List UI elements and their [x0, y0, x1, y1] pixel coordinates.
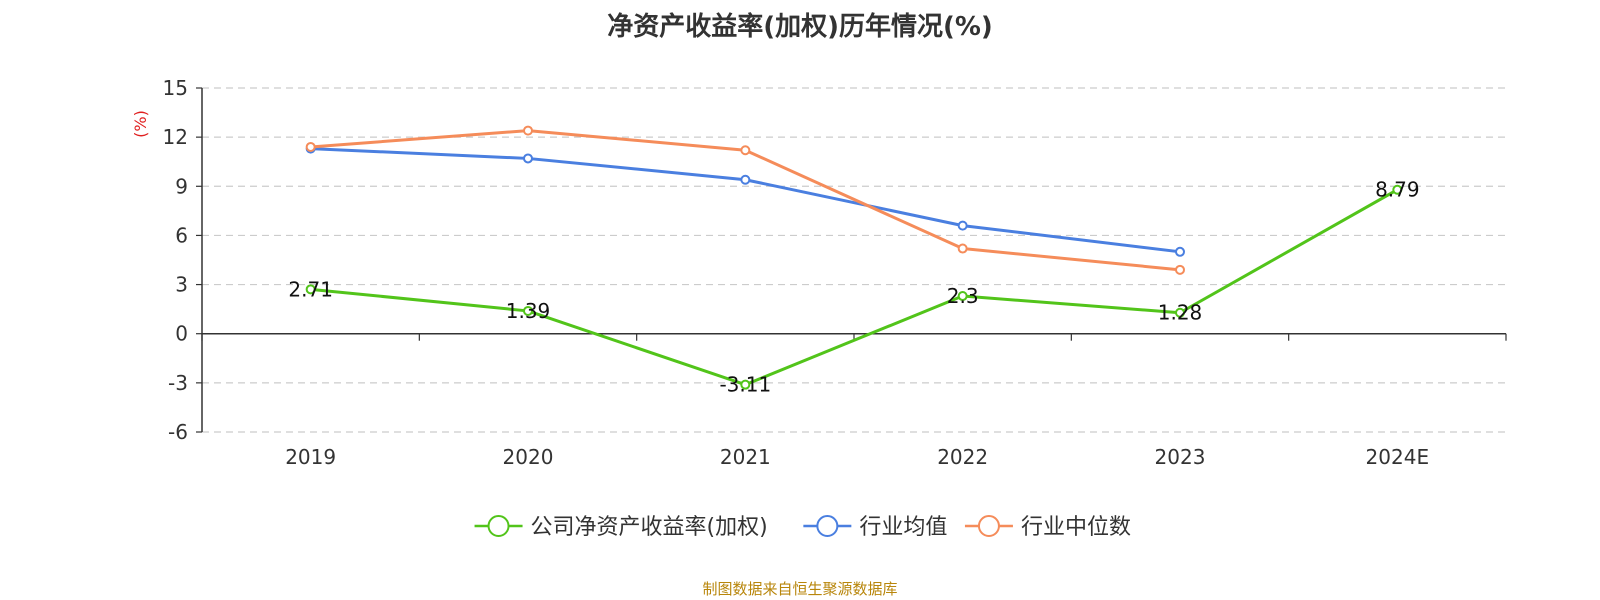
y-tick-label: 0 — [175, 322, 188, 346]
legend-label: 行业中位数 — [1021, 515, 1131, 540]
legend-marker — [487, 515, 510, 537]
data-point — [957, 220, 968, 231]
data-point — [1392, 184, 1403, 195]
y-tick-label: 15 — [163, 76, 188, 100]
data-label: 8.79 — [1375, 178, 1420, 202]
y-tick-label: 3 — [175, 273, 188, 297]
data-point — [957, 243, 968, 254]
data-point — [305, 141, 316, 152]
legend-label: 行业均值 — [859, 515, 947, 540]
x-tick-label: 2021 — [720, 445, 771, 469]
x-tick-label: 2024E — [1366, 445, 1430, 469]
legend-label: 公司净资产收益率(加权) — [531, 515, 768, 540]
series-line — [310, 147, 1181, 254]
y-tick-label: -3 — [168, 371, 188, 395]
data-point — [740, 379, 751, 390]
series-line — [310, 188, 1399, 387]
data-label: 2.3 — [947, 284, 979, 308]
y-tick-label: 9 — [175, 174, 188, 198]
data-point — [523, 305, 533, 316]
x-tick-label: 2023 — [1155, 445, 1206, 469]
x-tick-label: 2019 — [285, 445, 336, 469]
legend-item[interactable]: 公司净资产收益率(加权) — [474, 515, 768, 540]
data-point — [1175, 264, 1185, 275]
data-label: 1.39 — [506, 299, 551, 323]
data-point — [740, 145, 751, 156]
data-point — [1175, 307, 1185, 318]
data-label: -3.11 — [719, 373, 771, 397]
data-labels: 2.71 1.39 -3.11 2.3 1.28 8.79 — [288, 178, 1419, 397]
legend-marker — [977, 515, 1000, 537]
data-point — [305, 284, 316, 295]
data-point — [957, 291, 968, 302]
legend-item[interactable]: 行业均值 — [803, 515, 947, 540]
x-tick-label: 2020 — [503, 445, 554, 469]
data-label: 2.71 — [288, 277, 333, 301]
data-label: 1.28 — [1158, 301, 1203, 325]
axes: 15 12 9 6 3 0 -3 -6 2019 2020 2021 2022 2023 2024E (%) — [131, 76, 1507, 469]
data-point — [1175, 246, 1185, 257]
data-point — [523, 153, 533, 164]
y-tick-label: 12 — [163, 125, 188, 149]
y-axis-label: (%) — [131, 110, 150, 138]
legend: 公司净资产收益率(加权) 行业均值 行业中位数 — [474, 515, 1131, 540]
series-lines — [305, 125, 1403, 390]
y-tick-label: -6 — [168, 420, 188, 444]
data-point — [740, 174, 751, 185]
chart-title: 净资产收益率(加权)历年情况(%) — [607, 12, 993, 42]
data-source-note: 制图数据来自恒生聚源数据库 — [702, 580, 898, 598]
grid-lines — [202, 87, 1506, 433]
legend-marker — [816, 515, 839, 537]
y-tick-label: 6 — [175, 223, 188, 247]
data-point — [523, 125, 533, 136]
x-tick-label: 2022 — [937, 445, 988, 469]
legend-item[interactable]: 行业中位数 — [964, 515, 1131, 540]
